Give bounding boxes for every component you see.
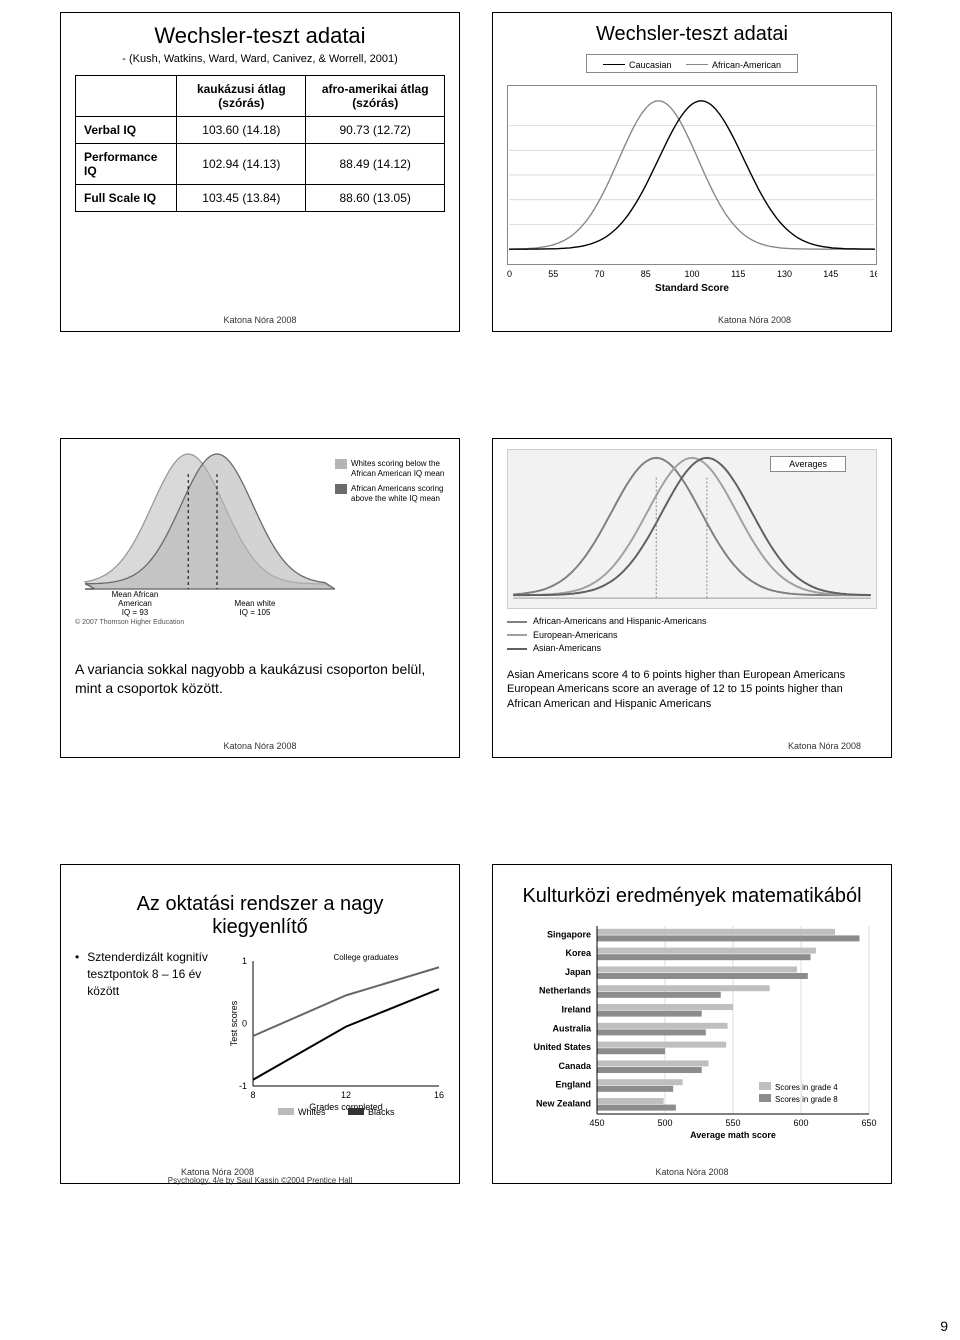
- svg-text:12: 12: [341, 1090, 351, 1100]
- svg-text:115: 115: [731, 269, 745, 279]
- svg-text:Ireland: Ireland: [561, 1004, 591, 1014]
- panel-math: Kulturközi eredmények matematikából 450 5…: [492, 864, 892, 1184]
- math-chart: 450 500 550 600 650 Average math score Singapo…: [507, 922, 877, 1142]
- svg-text:Australia: Australia: [552, 1023, 592, 1033]
- svg-text:500: 500: [657, 1118, 672, 1128]
- wechsler-table: kaukázusi átlag (szórás) afro-amerikai á…: [75, 75, 445, 212]
- svg-text:40: 40: [507, 269, 512, 279]
- panel3-copyright: © 2007 Thomson Higher Education: [75, 619, 445, 626]
- panel2-legend: Caucasian African-American: [507, 52, 877, 73]
- svg-text:Canada: Canada: [558, 1061, 592, 1071]
- svg-text:100: 100: [684, 269, 699, 279]
- svg-text:650: 650: [861, 1118, 876, 1128]
- svg-text:Average math score: Average math score: [690, 1130, 776, 1140]
- panel4-footer: Katona Nóra 2008: [788, 741, 861, 751]
- panel-education: Az oktatási rendszer a nagy kiegyenlítő …: [60, 864, 460, 1184]
- table-row: Performance IQ 102.94 (14.13) 88.49 (14.…: [76, 144, 445, 185]
- svg-text:Singapore: Singapore: [547, 929, 591, 939]
- svg-text:Test scores: Test scores: [229, 1000, 239, 1046]
- legend3-b: African Americans scoring above the whit…: [351, 484, 445, 503]
- svg-text:160: 160: [869, 269, 877, 279]
- svg-text:450: 450: [589, 1118, 604, 1128]
- svg-text:16: 16: [434, 1090, 444, 1100]
- svg-text:Japan: Japan: [565, 967, 591, 977]
- panel6-title: Kulturközi eredmények matematikából: [507, 885, 877, 908]
- legend3-a: Whites scoring below the African America…: [351, 459, 445, 478]
- panel5-title: Az oktatási rendszer a nagy kiegyenlítő: [95, 893, 425, 939]
- page-number: 9: [940, 1318, 948, 1334]
- overlap-figure: Whites scoring below the African America…: [75, 449, 445, 619]
- svg-text:Netherlands: Netherlands: [539, 986, 591, 996]
- axis-label-left: Mean African AmericanIQ = 93: [95, 590, 175, 617]
- svg-text:600: 600: [793, 1118, 808, 1128]
- th-afro: afro-amerikai átlag (szórás): [306, 76, 445, 117]
- three-curves-figure: Averages: [507, 449, 877, 609]
- svg-text:Standard Score: Standard Score: [655, 283, 729, 294]
- panel3-caption: A variancia sokkal nagyobb a kaukázusi c…: [75, 660, 445, 698]
- panel-overlap: Whites scoring below the African America…: [60, 438, 460, 758]
- svg-text:8: 8: [250, 1090, 255, 1100]
- svg-text:130: 130: [777, 269, 792, 279]
- education-chart: -10181216Test scoresGrades completedColl…: [225, 949, 445, 1124]
- axis-label-right: Mean whiteIQ = 105: [220, 599, 290, 617]
- svg-text:Scores in grade 4: Scores in grade 4: [775, 1083, 838, 1092]
- svg-text:70: 70: [594, 269, 604, 279]
- panel2-footer: Katona Nóra 2008: [718, 315, 791, 325]
- svg-text:85: 85: [641, 269, 651, 279]
- table-row: Full Scale IQ 103.45 (13.84) 88.60 (13.0…: [76, 185, 445, 212]
- panel4-series-legend: African-Americans and Hispanic-Americans…: [507, 615, 877, 656]
- panel2-title: Wechsler-teszt adatai: [507, 23, 877, 46]
- panel-three-curves: Averages African-Americans and Hispanic-…: [492, 438, 892, 758]
- averages-label: Averages: [770, 456, 846, 472]
- panel3-footer: Katona Nóra 2008: [223, 741, 296, 751]
- svg-text:1: 1: [242, 956, 247, 966]
- table-row: Verbal IQ 103.60 (14.18) 90.73 (12.72): [76, 117, 445, 144]
- svg-text:New Zealand: New Zealand: [536, 1098, 591, 1108]
- svg-text:0: 0: [242, 1019, 247, 1029]
- panel5-bullet: Sztenderdizált kognitív tesztpontok 8 – …: [75, 949, 215, 999]
- panel-wechsler-chart: Wechsler-teszt adatai Caucasian African-…: [492, 12, 892, 332]
- svg-text:United States: United States: [533, 1042, 591, 1052]
- panel4-caption1: Asian Americans score 4 to 6 points high…: [507, 668, 877, 683]
- th-blank: [76, 76, 177, 117]
- panel1-subtitle: - (Kush, Watkins, Ward, Ward, Canivez, &…: [75, 53, 445, 65]
- svg-text:145: 145: [823, 269, 838, 279]
- wechsler-distribution-chart: [507, 85, 877, 265]
- svg-text:550: 550: [725, 1118, 740, 1128]
- panel-wechsler-table: Wechsler-teszt adatai - (Kush, Watkins, …: [60, 12, 460, 332]
- svg-text:55: 55: [548, 269, 558, 279]
- th-cauc: kaukázusi átlag (szórás): [177, 76, 306, 117]
- panel5-credit: Psychology, 4/e by Saul Kassin ©2004 Pre…: [168, 1176, 353, 1185]
- svg-text:College graduates: College graduates: [334, 953, 399, 962]
- panel6-footer: Katona Nóra 2008: [655, 1167, 728, 1177]
- svg-text:-1: -1: [239, 1081, 247, 1091]
- svg-text:Korea: Korea: [565, 948, 592, 958]
- panel1-title: Wechsler-teszt adatai: [75, 23, 445, 49]
- svg-text:Blacks: Blacks: [368, 1107, 395, 1117]
- svg-text:England: England: [556, 1080, 592, 1090]
- svg-text:Scores in grade 8: Scores in grade 8: [775, 1095, 838, 1104]
- svg-text:Whites: Whites: [298, 1107, 326, 1117]
- panel4-caption2: European Americans score an average of 1…: [507, 682, 877, 712]
- panel1-footer: Katona Nóra 2008: [223, 315, 296, 325]
